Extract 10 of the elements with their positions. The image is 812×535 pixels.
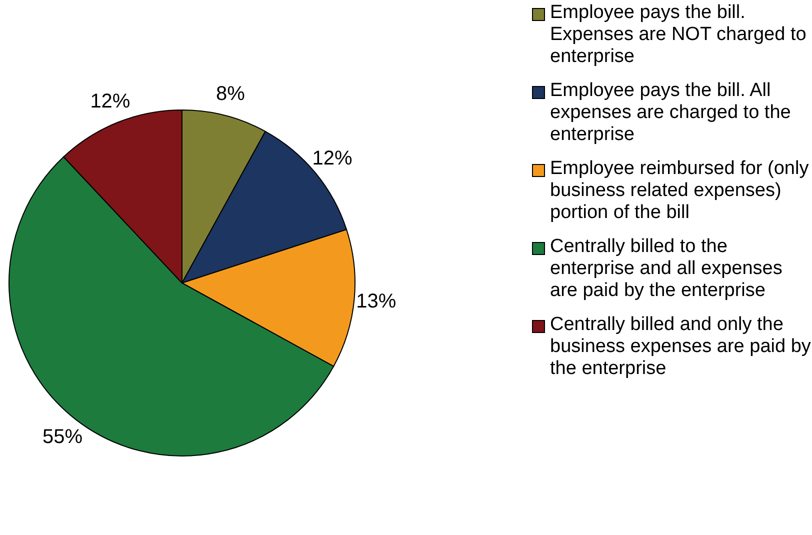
data-label: 55% [42,426,83,448]
legend-label: Employee pays the bill. All expenses are charged to the enterprise [550,80,792,146]
legend-label: Centrally billed to the enterprise and all expenses are paid by the enterprise [550,236,784,302]
data-label: 8% [216,83,246,106]
data-label: 12% [312,148,352,170]
legend-label: Employee reimbursed for (only business related expenses) portion of the bill [550,158,810,224]
data-label: 13% [356,290,396,312]
legend-label: Centrally billed and only the business expenses are paid by the enterprise [550,314,812,380]
data-label: 12% [90,90,130,113]
legend-label: Employee pays the bill. Expenses are NOT charged to enterprise [550,2,808,68]
